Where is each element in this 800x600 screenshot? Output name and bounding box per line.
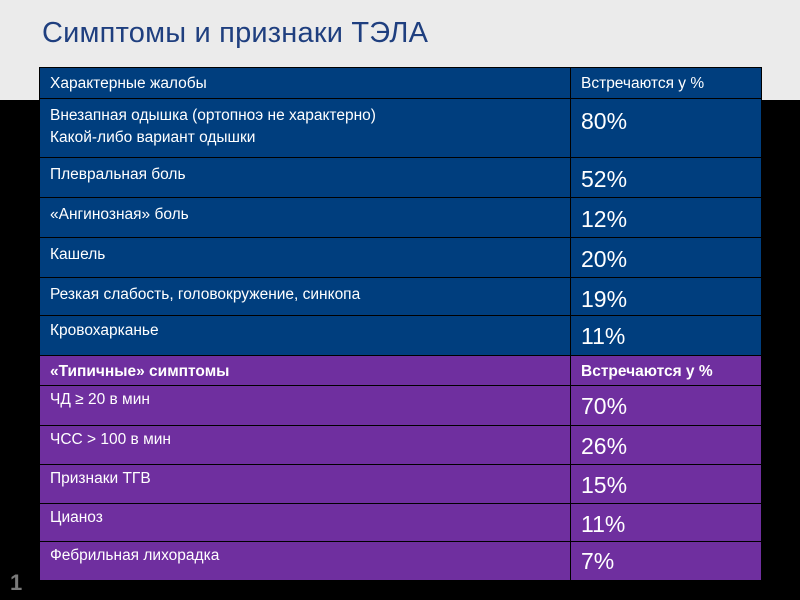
complaint-name: Кашель (39, 237, 571, 278)
complaints-section: Характерные жалобы Встречаются у % Внеза… (39, 67, 762, 356)
complaints-header-label: Характерные жалобы (39, 67, 571, 99)
page-title: Симптомы и признаки ТЭЛА (42, 17, 429, 49)
symptom-name: ЧСС > 100 в мин (39, 425, 571, 465)
complaints-header-row: Характерные жалобы Встречаются у % (39, 67, 762, 99)
symptom-pct: 70% (570, 385, 762, 426)
symptoms-header-label: «Типичные» симптомы (39, 355, 571, 386)
symptoms-header-row: «Типичные» симптомы Встречаются у % (39, 355, 762, 386)
symptom-row: Цианоз 11% (39, 503, 762, 542)
symptom-row: ЧД ≥ 20 в мин 70% (39, 385, 762, 426)
symptoms-section: «Типичные» симптомы Встречаются у % ЧД ≥… (39, 355, 762, 581)
complaint-name: Резкая слабость, головокружение, синкопа (39, 277, 571, 316)
symptom-pct: 7% (570, 541, 762, 581)
complaint-name: Плевральная боль (39, 157, 571, 198)
symptom-row: Фебрильная лихорадка 7% (39, 541, 762, 581)
complaint-name-line: Внезапная одышка (ортопноэ не характерно… (50, 107, 376, 124)
complaint-row: Плевральная боль 52% (39, 157, 762, 198)
complaint-row: Резкая слабость, головокружение, синкопа… (39, 277, 762, 316)
symptom-name: Признаки ТГВ (39, 464, 571, 504)
slide-number: 1 (10, 570, 23, 595)
symptoms-header-pct: Встречаются у % (570, 355, 762, 386)
complaint-pct: 20% (570, 237, 762, 278)
complaint-pct: 80% (570, 98, 762, 158)
complaint-row: Кашель 20% (39, 237, 762, 278)
complaint-row: «Ангинозная» боль 12% (39, 197, 762, 238)
complaint-pct: 12% (570, 197, 762, 238)
symptom-row: Признаки ТГВ 15% (39, 464, 762, 504)
symptom-name: Цианоз (39, 503, 571, 542)
complaint-row: Внезапная одышка (ортопноэ не характерно… (39, 98, 762, 158)
symptom-pct: 26% (570, 425, 762, 465)
symptom-name: Фебрильная лихорадка (39, 541, 571, 581)
complaint-name: Кровохарканье (39, 315, 571, 356)
complaint-row: Кровохарканье 11% (39, 315, 762, 356)
complaint-name: Внезапная одышка (ортопноэ не характерно… (39, 98, 571, 158)
symptom-name: ЧД ≥ 20 в мин (39, 385, 571, 426)
complaint-name-line: Какой-либо вариант одышки (50, 129, 256, 146)
symptom-pct: 15% (570, 464, 762, 504)
complaint-pct: 52% (570, 157, 762, 198)
symptom-row: ЧСС > 100 в мин 26% (39, 425, 762, 465)
complaint-pct: 11% (570, 315, 762, 356)
complaint-pct: 19% (570, 277, 762, 316)
complaint-name: «Ангинозная» боль (39, 197, 571, 238)
symptoms-table: Характерные жалобы Встречаются у % Внеза… (39, 67, 762, 581)
complaints-header-pct: Встречаются у % (570, 67, 762, 99)
symptom-pct: 11% (570, 503, 762, 542)
